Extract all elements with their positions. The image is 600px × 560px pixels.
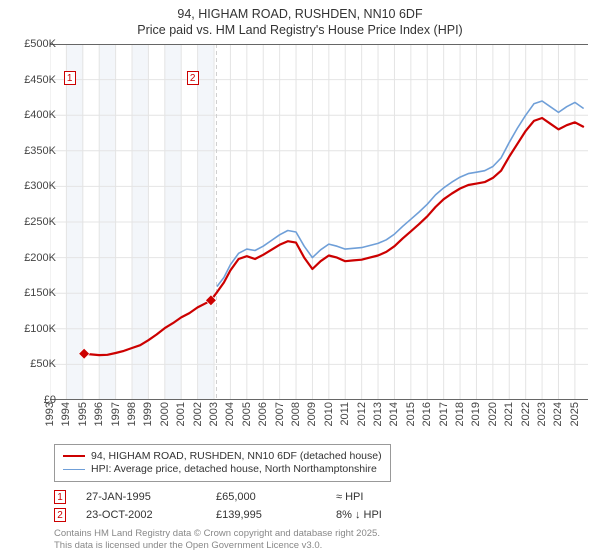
- legend-label: HPI: Average price, detached house, Nort…: [91, 463, 377, 475]
- sale-vs-hpi: ≈ HPI: [336, 491, 456, 503]
- x-axis-tick-label: 2011: [339, 402, 351, 426]
- x-axis-tick-label: 1999: [142, 402, 154, 426]
- x-axis-tick-label: 2013: [372, 402, 384, 426]
- title-line-2: Price paid vs. HM Land Registry's House …: [0, 22, 600, 38]
- y-axis-tick-label: £150K: [6, 287, 56, 299]
- sales-table: 1 27-JAN-1995 £65,000 ≈ HPI 2 23-OCT-200…: [54, 488, 456, 524]
- x-axis-tick-label: 2020: [487, 402, 499, 426]
- x-axis-tick-label: 2017: [438, 402, 450, 426]
- x-axis-tick-label: 2016: [421, 402, 433, 426]
- chart-plot-area: [50, 44, 588, 400]
- x-axis-tick-label: 1996: [93, 402, 105, 426]
- attribution-text: Contains HM Land Registry data © Crown c…: [54, 528, 380, 552]
- attribution-line: Contains HM Land Registry data © Crown c…: [54, 528, 380, 540]
- legend-swatch-price-paid: [63, 455, 85, 457]
- x-axis-tick-label: 2023: [536, 402, 548, 426]
- x-axis-tick-label: 2018: [454, 402, 466, 426]
- x-axis-tick-label: 2014: [388, 402, 400, 426]
- x-axis-tick-label: 2012: [356, 402, 368, 426]
- y-axis-tick-label: £500K: [6, 38, 56, 50]
- x-axis-tick-label: 2003: [208, 402, 220, 426]
- y-axis-tick-label: £200K: [6, 252, 56, 264]
- sales-row: 2 23-OCT-2002 £139,995 8% ↓ HPI: [54, 506, 456, 524]
- x-axis-tick-label: 1998: [126, 402, 138, 426]
- x-axis-tick-label: 2024: [552, 402, 564, 426]
- x-axis-tick-label: 2004: [224, 402, 236, 426]
- y-axis-tick-label: £300K: [6, 180, 56, 192]
- x-axis-tick-label: 2007: [274, 402, 286, 426]
- sale-date: 27-JAN-1995: [86, 491, 216, 503]
- x-axis-tick-label: 2022: [520, 402, 532, 426]
- chart-svg: [50, 44, 588, 400]
- x-axis-tick-label: 2008: [290, 402, 302, 426]
- x-axis-tick-label: 2001: [175, 402, 187, 426]
- x-axis-tick-label: 2005: [241, 402, 253, 426]
- x-axis-tick-label: 2010: [323, 402, 335, 426]
- sales-row: 1 27-JAN-1995 £65,000 ≈ HPI: [54, 488, 456, 506]
- legend-label: 94, HIGHAM ROAD, RUSHDEN, NN10 6DF (deta…: [91, 450, 382, 462]
- sale-marker-callout: 2: [187, 71, 199, 85]
- sale-date: 23-OCT-2002: [86, 509, 216, 521]
- y-axis-tick-label: £100K: [6, 323, 56, 335]
- sale-price: £65,000: [216, 491, 336, 503]
- x-axis-tick-label: 2009: [306, 402, 318, 426]
- x-axis-tick-label: 2015: [405, 402, 417, 426]
- x-axis-tick-label: 2019: [470, 402, 482, 426]
- y-axis-tick-label: £50K: [6, 358, 56, 370]
- x-axis-tick-label: 2002: [192, 402, 204, 426]
- x-axis-tick-label: 2006: [257, 402, 269, 426]
- y-axis-tick-label: £400K: [6, 109, 56, 121]
- x-axis-tick-label: 1993: [44, 402, 56, 426]
- x-axis-tick-label: 2021: [503, 402, 515, 426]
- attribution-line: This data is licensed under the Open Gov…: [54, 540, 380, 552]
- chart-legend: 94, HIGHAM ROAD, RUSHDEN, NN10 6DF (deta…: [54, 444, 391, 482]
- y-axis-tick-label: £350K: [6, 145, 56, 157]
- y-axis-tick-label: £450K: [6, 74, 56, 86]
- legend-item-hpi: HPI: Average price, detached house, Nort…: [63, 463, 382, 475]
- sale-price: £139,995: [216, 509, 336, 521]
- sale-marker-badge: 1: [54, 490, 66, 504]
- y-axis-tick-label: £250K: [6, 216, 56, 228]
- legend-item-price-paid: 94, HIGHAM ROAD, RUSHDEN, NN10 6DF (deta…: [63, 450, 382, 462]
- title-line-1: 94, HIGHAM ROAD, RUSHDEN, NN10 6DF: [0, 6, 600, 22]
- x-axis-tick-label: 2000: [159, 402, 171, 426]
- x-axis-tick-label: 2025: [569, 402, 581, 426]
- sale-marker-badge: 2: [54, 508, 66, 522]
- chart-title-block: 94, HIGHAM ROAD, RUSHDEN, NN10 6DF Price…: [0, 0, 600, 39]
- x-axis-tick-label: 1997: [110, 402, 122, 426]
- sale-vs-hpi: 8% ↓ HPI: [336, 509, 456, 521]
- x-axis-tick-label: 1994: [60, 402, 72, 426]
- x-axis-tick-label: 1995: [77, 402, 89, 426]
- sale-marker-callout: 1: [64, 71, 76, 85]
- legend-swatch-hpi: [63, 469, 85, 470]
